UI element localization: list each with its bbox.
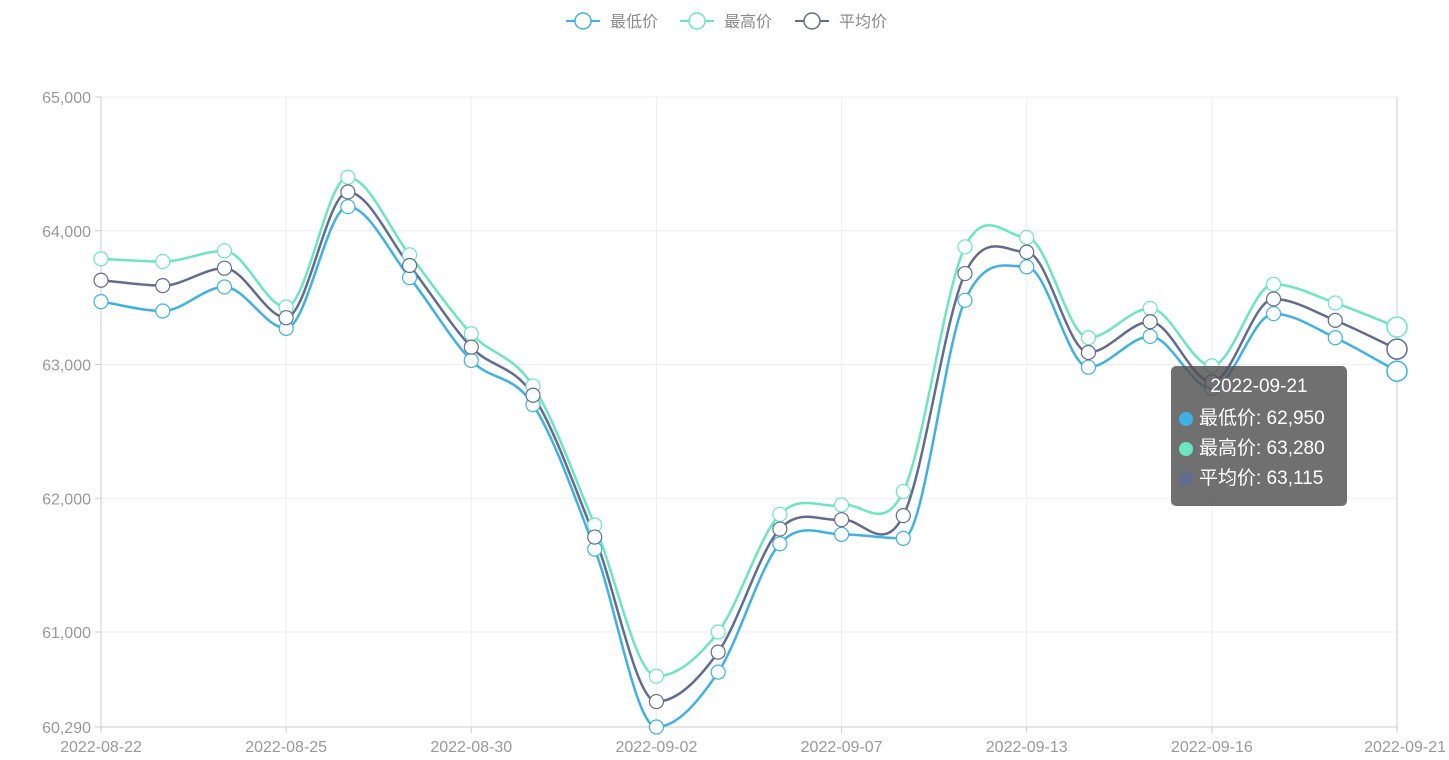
y-tick-label: 65,000 — [42, 90, 91, 107]
data-point-max-21[interactable] — [1386, 316, 1408, 338]
tooltip-text-avg: 平均价: 63,115 — [1199, 468, 1324, 489]
x-axis-tick-labels: 2022-08-22 2022-08-25 2022-08-30 2022-09-02… — [60, 739, 1446, 756]
data-point-max-19[interactable] — [1265, 276, 1282, 292]
data-point-avg-8[interactable] — [587, 529, 603, 545]
legend-item-avg[interactable]: 平均价 — [795, 12, 887, 31]
data-point-avg-1[interactable] — [155, 277, 171, 294]
data-point-max-10[interactable] — [710, 624, 726, 640]
series-points[interactable] — [93, 169, 1408, 735]
data-point-min-15[interactable] — [1019, 259, 1035, 275]
data-point-avg-16[interactable] — [1080, 344, 1097, 361]
legend-item-min[interactable]: 最低价 — [566, 12, 658, 31]
legend-label-avg: 平均价 — [839, 13, 887, 31]
axes — [95, 96, 1398, 733]
data-point-min-2[interactable] — [216, 279, 233, 295]
data-point-min-20[interactable] — [1327, 330, 1343, 346]
data-point-max-14[interactable] — [957, 239, 973, 255]
y-axis-tick-labels: 65,000 64,000 63,000 62,000 61,000 60,290 — [42, 90, 91, 737]
data-point-min-6[interactable] — [463, 352, 479, 369]
legend-label-min: 最低价 — [610, 13, 658, 31]
x-tick-label: 2022-09-16 — [1171, 739, 1253, 756]
x-tick-label: 2022-09-13 — [986, 739, 1068, 756]
data-point-min-4[interactable] — [340, 199, 356, 215]
legend-item-max[interactable]: 最高价 — [680, 12, 772, 31]
data-point-max-1[interactable] — [155, 253, 171, 270]
data-point-min-21[interactable] — [1386, 360, 1408, 382]
data-point-max-6[interactable] — [463, 326, 479, 342]
tooltip-text-min: 最低价: 62,950 — [1199, 408, 1325, 429]
tooltip-dot-max — [1179, 442, 1193, 456]
data-point-avg-7[interactable] — [525, 387, 541, 403]
x-tick-label: 2022-08-22 — [60, 739, 142, 756]
legend-label-max: 最高价 — [724, 13, 772, 31]
y-tick-label: 60,290 — [42, 720, 91, 737]
data-point-max-4[interactable] — [340, 169, 356, 185]
tooltip: 2022-09-21 最低价: 62,950 最高价: 63,280 平均价: … — [1171, 366, 1347, 506]
data-point-min-1[interactable] — [155, 303, 171, 319]
data-point-max-16[interactable] — [1080, 330, 1097, 346]
data-point-avg-4[interactable] — [340, 184, 356, 200]
x-tick-label: 2022-09-02 — [616, 739, 698, 756]
data-point-min-11[interactable] — [772, 536, 788, 552]
series-line-avg — [100, 190, 1398, 703]
data-point-avg-15[interactable] — [1019, 244, 1035, 260]
tooltip-row-avg: 平均价: 63,115 — [1179, 464, 1347, 494]
tooltip-row-min: 最低价: 62,950 — [1179, 404, 1347, 434]
data-point-max-9[interactable] — [648, 668, 665, 684]
data-point-max-15[interactable] — [1019, 229, 1035, 246]
data-point-avg-19[interactable] — [1265, 291, 1282, 307]
data-point-min-16[interactable] — [1080, 359, 1097, 375]
data-point-avg-6[interactable] — [463, 339, 479, 355]
data-point-avg-3[interactable] — [278, 310, 294, 326]
data-point-avg-0[interactable] — [93, 272, 109, 288]
y-tick-label: 63,000 — [42, 358, 91, 375]
tooltip-text-max: 最高价: 63,280 — [1199, 438, 1325, 459]
x-tick-label: 2022-09-21 — [1364, 739, 1446, 756]
y-tick-label: 61,000 — [42, 625, 91, 642]
data-point-max-20[interactable] — [1327, 295, 1343, 311]
x-tick-label: 2022-08-30 — [430, 739, 512, 756]
data-point-avg-5[interactable] — [401, 257, 418, 274]
data-point-min-0[interactable] — [93, 294, 109, 310]
x-tick-label: 2022-08-25 — [245, 739, 327, 756]
legend-marker-max — [688, 12, 706, 30]
data-point-min-13[interactable] — [895, 530, 911, 547]
data-point-max-2[interactable] — [216, 243, 233, 259]
tooltip-dot-min — [1179, 412, 1193, 426]
y-tick-label: 64,000 — [42, 224, 91, 241]
data-point-max-11[interactable] — [772, 506, 788, 522]
data-point-min-12[interactable] — [833, 526, 850, 542]
series-line-max — [100, 176, 1398, 678]
data-point-avg-10[interactable] — [710, 644, 726, 660]
data-point-max-0[interactable] — [93, 251, 109, 267]
tooltip-row-max: 最高价: 63,280 — [1179, 434, 1347, 464]
data-point-max-12[interactable] — [833, 497, 850, 513]
data-point-max-17[interactable] — [1142, 300, 1158, 316]
data-point-min-17[interactable] — [1142, 328, 1158, 345]
legend[interactable]: 最低价 最高价 平均价 — [566, 12, 887, 31]
data-point-avg-13[interactable] — [895, 508, 911, 524]
legend-marker-min — [574, 12, 592, 30]
data-point-min-14[interactable] — [957, 292, 973, 308]
y-tick-label: 62,000 — [42, 491, 91, 508]
data-point-avg-2[interactable] — [216, 260, 233, 276]
data-point-min-19[interactable] — [1265, 306, 1282, 322]
data-point-avg-9[interactable] — [648, 693, 665, 710]
data-point-max-13[interactable] — [895, 483, 911, 500]
tooltip-dot-avg — [1179, 472, 1193, 486]
data-point-avg-21[interactable] — [1386, 338, 1408, 360]
data-point-avg-17[interactable] — [1142, 314, 1158, 330]
data-point-min-9[interactable] — [648, 719, 665, 735]
legend-marker-avg — [803, 12, 821, 30]
data-point-avg-11[interactable] — [772, 521, 788, 537]
data-point-avg-12[interactable] — [833, 512, 850, 528]
data-point-avg-20[interactable] — [1327, 312, 1343, 328]
data-point-avg-14[interactable] — [957, 265, 973, 282]
data-point-min-10[interactable] — [710, 664, 726, 680]
tooltip-title: 2022-09-21 — [1210, 376, 1308, 397]
x-tick-label: 2022-09-07 — [801, 739, 883, 756]
